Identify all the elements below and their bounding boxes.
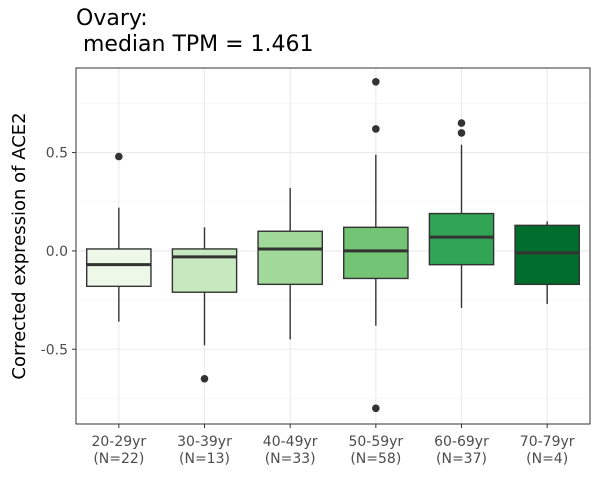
x-tick-count-label: (N=58) [350,451,401,467]
outlier-point [457,119,466,127]
box-iqr [257,230,323,286]
chart-title-line2: median TPM = 1.461 [76,32,314,57]
grid-lines [76,68,590,424]
y-axis-ticks: -0.5 0.0 0.5 [41,146,76,358]
box-70-79yr [514,221,580,305]
y-tick-label: -0.5 [41,342,68,358]
x-tick-label: 60-69yr [434,434,489,450]
chart-title: Ovary: median TPM = 1.461 [76,6,314,58]
outlier-point [115,152,123,161]
box-50-59yr [343,77,409,413]
outlier-point [372,125,380,133]
box-iqr [343,226,409,280]
y-axis-title: Corrected expression of ACE2 [9,112,30,379]
x-tick-label: 70-79yr [520,434,575,450]
x-tick-label: 30-39yr [177,434,232,450]
x-tick-label: 50-59yr [348,434,403,450]
y-tick-label: 0.0 [46,244,68,260]
box-iqr [514,224,580,286]
x-tick-count-label: (N=4) [526,451,568,467]
x-tick-label: 20-29yr [91,434,146,450]
outlier-point [372,77,380,86]
box-30-39yr [171,227,238,383]
box-20-29yr [86,152,152,322]
box-iqr [428,212,495,266]
outlier-point [457,129,466,137]
x-tick-count-label: (N=33) [265,451,316,467]
x-tick-count-label: (N=22) [93,451,144,467]
y-tick-label: 0.5 [46,146,68,162]
box-iqr [86,248,152,288]
outlier-point [200,374,209,383]
x-tick-label: 40-49yr [263,434,318,450]
x-axis-ticks: 20-29yr(N=22) 30-39yr(N=13) 40-49yr(N=33) 5… [91,424,575,467]
outlier-point [372,404,380,413]
box-plot-series [86,77,580,413]
box-60-69yr [428,119,495,308]
x-tick-count-label: (N=13) [179,451,230,467]
plot-panel-border [75,67,591,425]
box-40-49yr [257,187,323,340]
x-tick-count-label: (N=37) [436,451,487,467]
chart-title-line1: Ovary: [76,6,148,31]
